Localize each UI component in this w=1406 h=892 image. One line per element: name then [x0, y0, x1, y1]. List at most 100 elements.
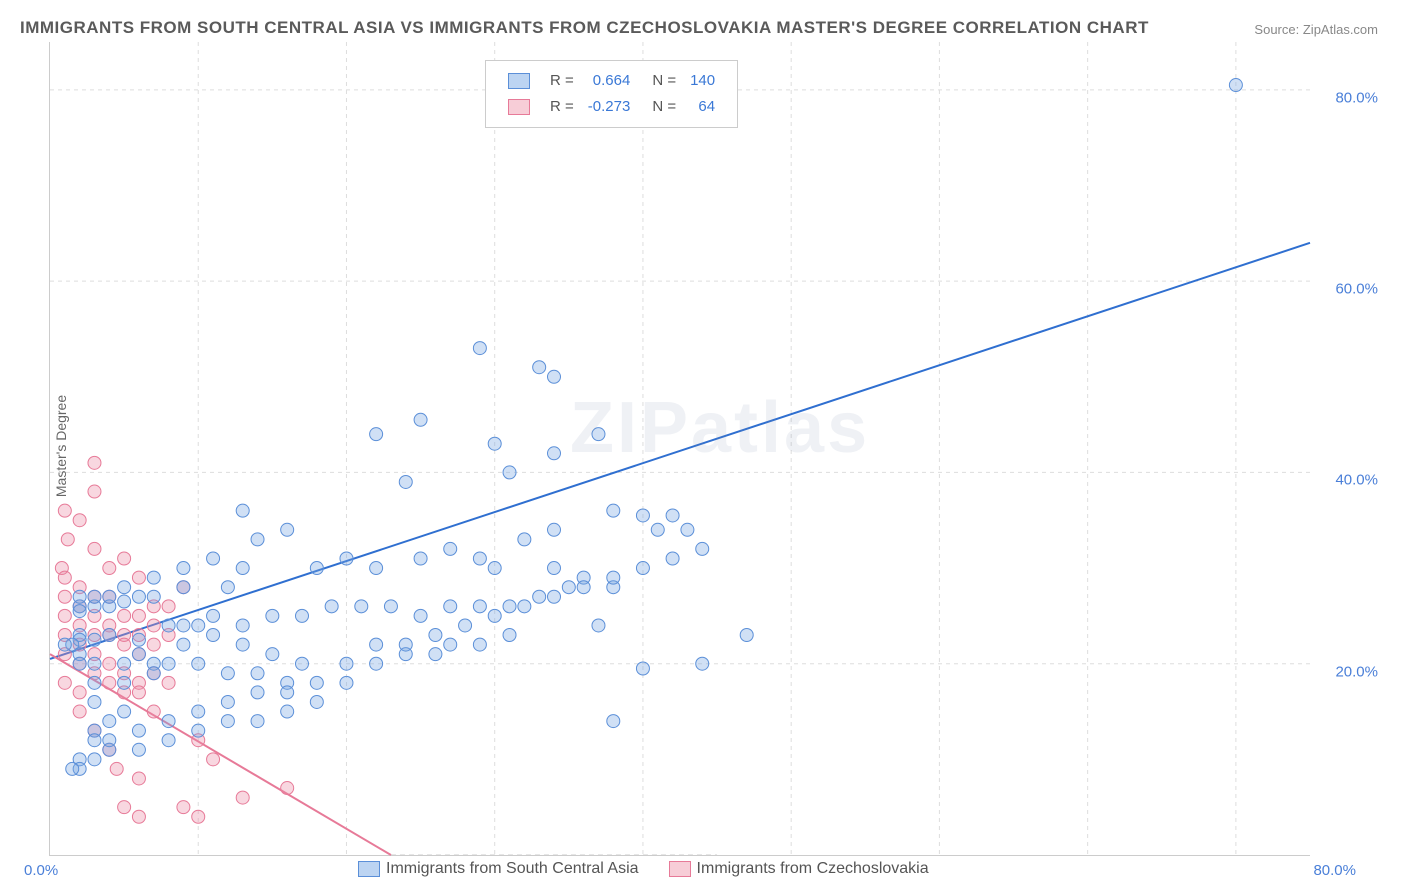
- data-point: [177, 619, 190, 632]
- legend-stats-box: R =0.664N =140R =-0.273N =64: [485, 60, 738, 128]
- data-point: [177, 581, 190, 594]
- data-point: [236, 791, 249, 804]
- data-point: [266, 648, 279, 661]
- data-point: [147, 705, 160, 718]
- legend-r-value: -0.273: [582, 95, 637, 119]
- data-point: [370, 428, 383, 441]
- data-point: [177, 562, 190, 575]
- data-point: [162, 600, 175, 613]
- data-point: [444, 600, 457, 613]
- legend-series: Immigrants from South Central AsiaImmigr…: [358, 860, 959, 878]
- data-point: [473, 638, 486, 651]
- data-point: [429, 648, 442, 661]
- data-point: [118, 609, 131, 622]
- data-point: [73, 705, 86, 718]
- x-tick-max: 80.0%: [1313, 862, 1356, 879]
- data-point: [132, 571, 145, 584]
- data-point: [132, 724, 145, 737]
- data-point: [88, 734, 101, 747]
- data-point: [310, 695, 323, 708]
- data-point: [473, 552, 486, 565]
- data-point: [548, 447, 561, 460]
- data-point: [88, 676, 101, 689]
- data-point: [251, 715, 264, 728]
- data-point: [88, 542, 101, 555]
- data-point: [58, 638, 71, 651]
- data-point: [340, 552, 353, 565]
- data-point: [118, 552, 131, 565]
- data-point: [607, 504, 620, 517]
- data-point: [88, 657, 101, 670]
- legend-swatch: [358, 861, 380, 877]
- data-point: [88, 633, 101, 646]
- data-point: [132, 648, 145, 661]
- data-point: [370, 657, 383, 670]
- data-point: [666, 509, 679, 522]
- data-point: [281, 705, 294, 718]
- y-tick-label: 20.0%: [1335, 663, 1378, 680]
- data-point: [236, 504, 249, 517]
- data-point: [73, 514, 86, 527]
- data-point: [73, 686, 86, 699]
- data-point: [310, 562, 323, 575]
- data-point: [296, 609, 309, 622]
- data-point: [221, 715, 234, 728]
- data-point: [488, 562, 501, 575]
- data-point: [651, 523, 664, 536]
- data-point: [518, 600, 531, 613]
- data-point: [118, 581, 131, 594]
- data-point: [592, 428, 605, 441]
- legend-n-value: 140: [684, 69, 721, 93]
- data-point: [236, 619, 249, 632]
- data-point: [103, 562, 116, 575]
- data-point: [88, 590, 101, 603]
- data-point: [577, 581, 590, 594]
- data-point: [281, 686, 294, 699]
- data-point: [236, 638, 249, 651]
- data-point: [110, 762, 123, 775]
- data-point: [132, 743, 145, 756]
- data-point: [58, 676, 71, 689]
- data-point: [103, 676, 116, 689]
- data-point: [548, 523, 561, 536]
- data-point: [355, 600, 368, 613]
- data-point: [221, 695, 234, 708]
- data-point: [192, 724, 205, 737]
- data-point: [399, 638, 412, 651]
- data-point: [162, 619, 175, 632]
- legend-swatch: [508, 99, 530, 115]
- data-point: [533, 590, 546, 603]
- data-point: [132, 590, 145, 603]
- data-point: [488, 437, 501, 450]
- data-point: [132, 609, 145, 622]
- data-point: [548, 562, 561, 575]
- data-point: [147, 590, 160, 603]
- data-point: [192, 619, 205, 632]
- chart-title: IMMIGRANTS FROM SOUTH CENTRAL ASIA VS IM…: [20, 18, 1149, 38]
- data-point: [88, 456, 101, 469]
- data-point: [207, 753, 220, 766]
- data-point: [503, 466, 516, 479]
- data-point: [88, 485, 101, 498]
- source-credit: Source: ZipAtlas.com: [1254, 22, 1378, 37]
- data-point: [192, 810, 205, 823]
- data-point: [1229, 79, 1242, 92]
- data-point: [162, 715, 175, 728]
- data-point: [607, 715, 620, 728]
- y-tick-label: 80.0%: [1335, 89, 1378, 106]
- data-point: [103, 715, 116, 728]
- data-point: [162, 657, 175, 670]
- data-point: [636, 562, 649, 575]
- legend-series-label: Immigrants from South Central Asia: [386, 860, 639, 877]
- data-point: [147, 638, 160, 651]
- data-point: [162, 734, 175, 747]
- data-point: [340, 657, 353, 670]
- data-point: [58, 571, 71, 584]
- data-point: [696, 657, 709, 670]
- data-point: [681, 523, 694, 536]
- data-point: [251, 667, 264, 680]
- legend-n-label: N =: [638, 69, 682, 93]
- data-point: [740, 629, 753, 642]
- data-point: [562, 581, 575, 594]
- data-point: [548, 370, 561, 383]
